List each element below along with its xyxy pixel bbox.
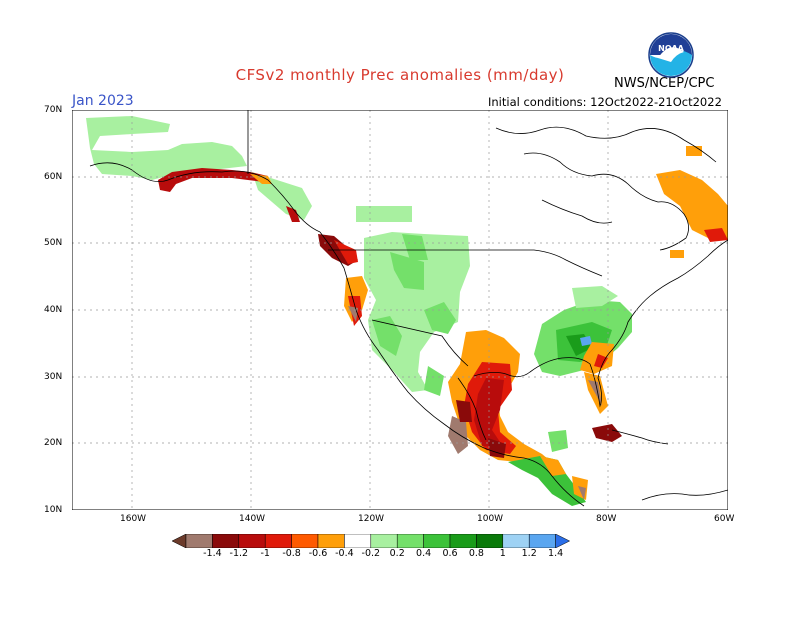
colorbar-label: 0.2 — [389, 548, 405, 559]
colorbar-label: -0.6 — [308, 548, 328, 559]
coastlines — [89, 110, 728, 507]
colorbar-label: 1.4 — [548, 548, 564, 559]
lon-label: 80W — [596, 514, 617, 524]
lat-label: 30N — [44, 372, 63, 382]
colorbar-cell — [264, 534, 292, 548]
colorbar-cell — [344, 534, 372, 548]
lat-label: 50N — [44, 238, 63, 248]
colorbar-cell — [502, 534, 530, 548]
colorbar-label: -0.2 — [361, 548, 381, 559]
colorbar-cell — [238, 534, 266, 548]
lon-label: 120W — [358, 514, 385, 524]
lat-label: 20N — [44, 438, 63, 448]
anomaly-shading — [86, 116, 728, 506]
noaa-logo: NOAA — [648, 32, 694, 78]
colorbar-label: 0.8 — [468, 548, 484, 559]
lon-label: 60W — [714, 514, 735, 524]
colorbar — [172, 534, 571, 548]
forecast-month: Jan 2023 — [72, 93, 134, 109]
colorbar-cell — [172, 534, 187, 548]
colorbar-label: 1.2 — [521, 548, 537, 559]
colorbar-label: -1.2 — [229, 548, 249, 559]
colorbar-cell — [555, 534, 571, 548]
colorbar-label: 0.4 — [416, 548, 432, 559]
lat-label: 60N — [44, 172, 63, 182]
colorbar-cell — [317, 534, 345, 548]
colorbar-cell — [185, 534, 213, 548]
colorbar-label: -1.4 — [203, 548, 222, 559]
colorbar-cell — [423, 534, 451, 548]
lon-label: 100W — [477, 514, 504, 524]
lat-label: 40N — [44, 305, 63, 315]
colorbar-label: -1 — [260, 548, 270, 559]
colorbar-cell — [396, 534, 424, 548]
colorbar-cell — [528, 534, 556, 548]
colorbar-label: -0.4 — [335, 548, 354, 559]
lon-label: 160W — [120, 514, 147, 524]
colorbar-label: 1 — [499, 548, 506, 559]
colorbar-cell — [212, 534, 240, 548]
lat-label: 10N — [44, 505, 63, 515]
agency-label: NWS/NCEP/CPC — [614, 76, 715, 91]
colorbar-cell — [449, 534, 477, 548]
lat-label: 70N — [44, 105, 63, 115]
initial-conditions: Initial conditions: 12Oct2022-21Oct2022 — [488, 95, 722, 109]
colorbar-label: 0.6 — [442, 548, 458, 559]
precip-anomaly-map — [72, 110, 728, 510]
colorbar-label: -0.8 — [282, 548, 301, 559]
graticule — [72, 110, 728, 510]
map-title: CFSv2 monthly Prec anomalies (mm/day) — [235, 66, 565, 84]
noaa-logo-text: NOAA — [658, 44, 684, 53]
lon-label: 140W — [239, 514, 266, 524]
colorbar-cell — [291, 534, 319, 548]
colorbar-cell — [370, 534, 398, 548]
colorbar-cell — [476, 534, 504, 548]
